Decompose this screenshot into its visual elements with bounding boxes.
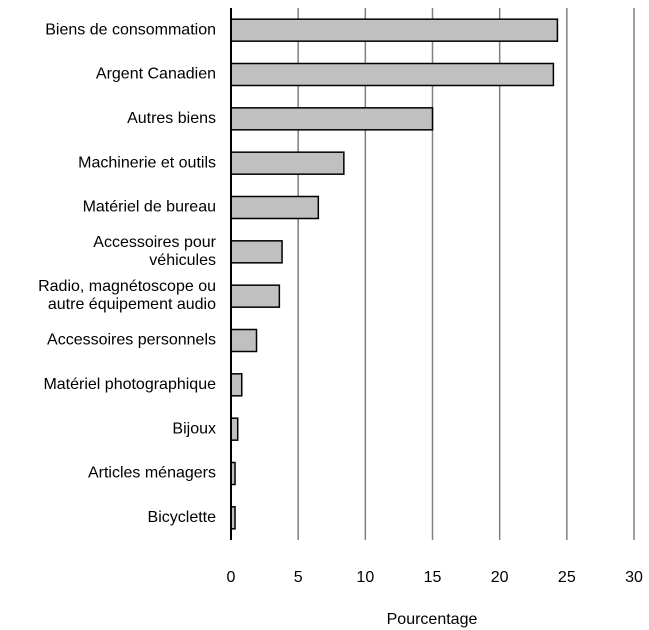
bar: [230, 195, 320, 220]
bar: [230, 373, 243, 397]
bar: [230, 62, 555, 87]
y-tick-label: Bijoux: [172, 420, 216, 437]
y-tick-label: Matériel photographique: [43, 376, 216, 393]
x-tick-label: 5: [294, 569, 303, 586]
y-tick-label: Articles ménagers: [88, 465, 216, 482]
bar: [230, 417, 239, 441]
bar: [230, 107, 434, 131]
y-tick-label: Argent Canadien: [96, 66, 216, 83]
x-tick-label: 15: [424, 569, 442, 586]
y-tick-label: Biens de consommation: [45, 21, 216, 38]
x-tick-label: 30: [625, 569, 643, 586]
x-axis-label: Pourcentage: [387, 611, 478, 628]
bar: [230, 18, 559, 42]
x-tick-label: 20: [491, 569, 509, 586]
y-tick-label: Bicyclette: [148, 509, 217, 526]
bar: [230, 240, 283, 264]
y-tick-label: Accessoires personnels: [47, 332, 216, 349]
y-tick-label: Accessoires pour véhicules: [93, 234, 216, 269]
x-tick-label: 10: [356, 569, 374, 586]
x-tick-label: 25: [558, 569, 576, 586]
y-tick-label: Matériel de bureau: [83, 199, 216, 216]
bar: [230, 328, 258, 353]
bar: [230, 151, 345, 175]
x-tick-label: 0: [227, 569, 236, 586]
bar: [230, 284, 281, 308]
y-tick-label: Radio, magnétoscope ou autre équipement a…: [38, 278, 216, 313]
y-tick-label: Autres biens: [127, 110, 216, 127]
y-tick-label: Machinerie et outils: [78, 154, 216, 171]
